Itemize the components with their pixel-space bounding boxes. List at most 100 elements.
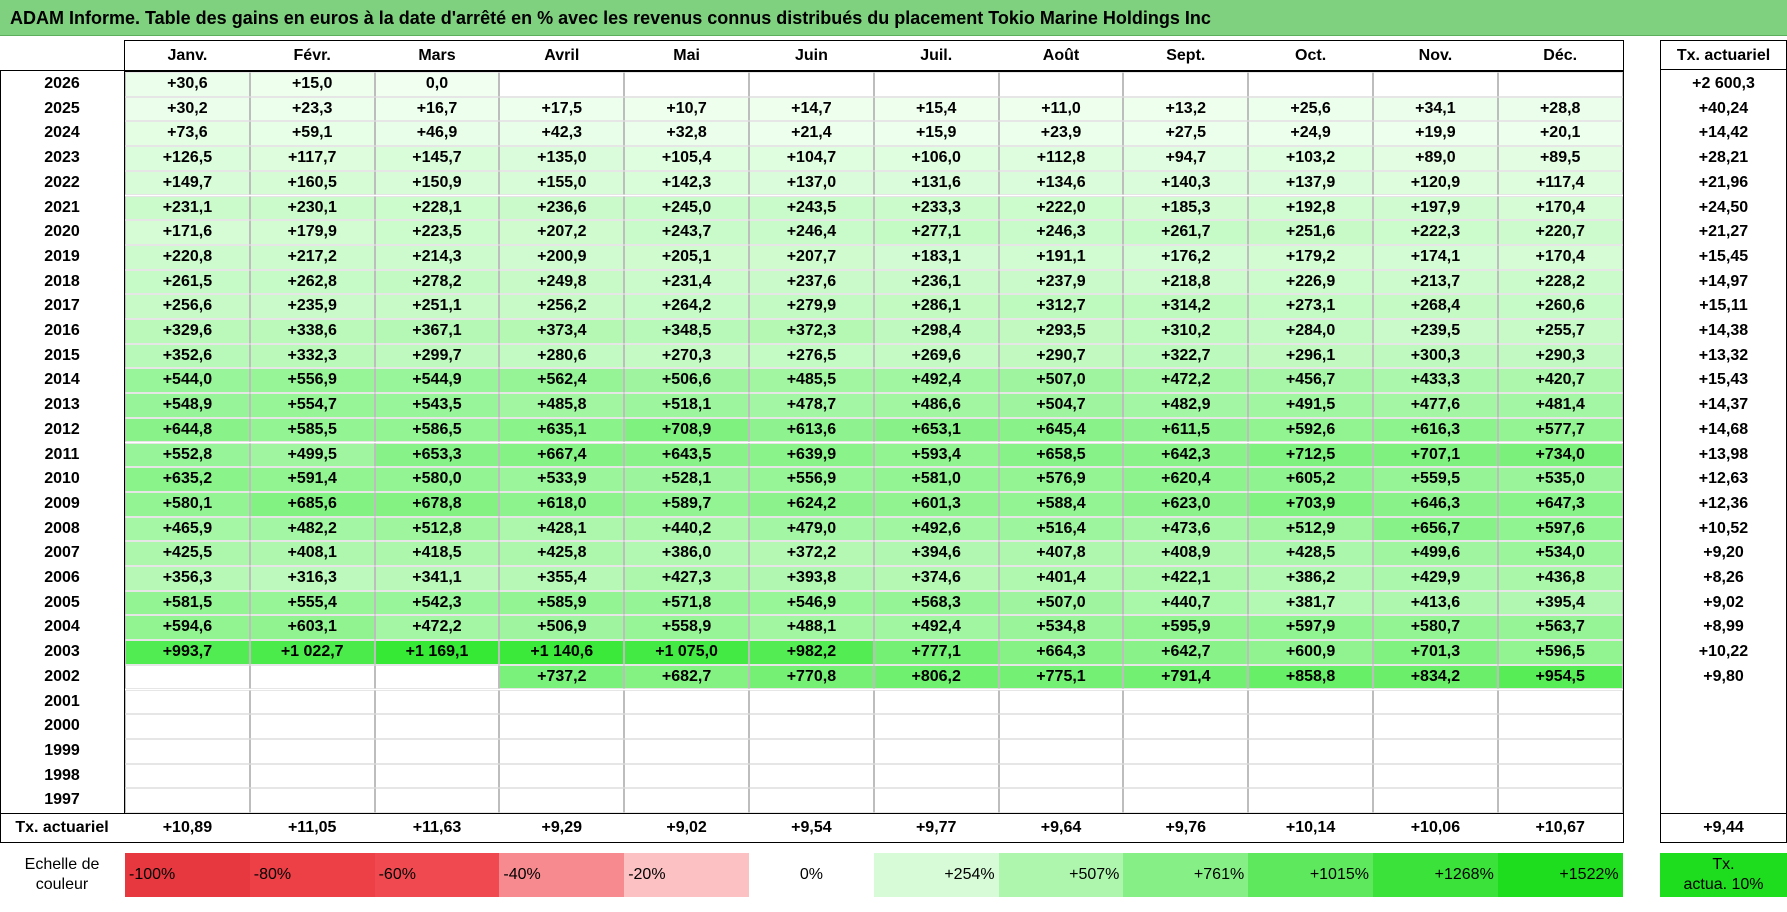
table-cell: +264,2 bbox=[624, 294, 749, 319]
footer-value: +11,05 bbox=[287, 819, 337, 836]
tx-actuariel-value: +9,80 bbox=[1703, 667, 1744, 685]
table-cell: +596,5 bbox=[1497, 640, 1623, 665]
table-cell: +456,7 bbox=[1248, 368, 1373, 394]
table-cell: +16,7 bbox=[374, 96, 500, 122]
footer-value: +9,02 bbox=[666, 819, 707, 836]
table-cell: +30,2 bbox=[125, 96, 250, 122]
table-cell: +200,9 bbox=[499, 244, 625, 270]
table-cell: +293,5 bbox=[998, 319, 1124, 344]
footer-value: +9,29 bbox=[541, 819, 583, 836]
table-cell: +601,3 bbox=[873, 491, 999, 517]
table-cell: +580,7 bbox=[1373, 615, 1498, 641]
month-header-7: Juil. bbox=[920, 47, 953, 64]
table-cell: +492,4 bbox=[873, 368, 999, 394]
table-cell: +356,3 bbox=[125, 566, 250, 591]
table-cell: +834,2 bbox=[1373, 664, 1498, 690]
table-cell: +176,2 bbox=[1123, 244, 1249, 270]
table-cell: +588,4 bbox=[998, 491, 1124, 517]
table-cell: +1 169,1 bbox=[374, 640, 500, 665]
table-cell: +594,6 bbox=[125, 615, 250, 641]
table-cell: +595,9 bbox=[1123, 615, 1249, 641]
table-cell bbox=[624, 714, 749, 739]
year-label: 2020 bbox=[44, 223, 80, 241]
table-cell: +222,3 bbox=[1373, 220, 1498, 245]
tx-actuariel-value: +10,52 bbox=[1698, 519, 1749, 537]
table-cell: +429,9 bbox=[1373, 566, 1498, 591]
table-cell bbox=[998, 714, 1124, 739]
footer-value: +9,77 bbox=[915, 819, 957, 836]
table-cell: +183,1 bbox=[873, 244, 999, 270]
table-cell: +367,1 bbox=[374, 319, 500, 344]
table-cell: +279,9 bbox=[749, 294, 874, 319]
year-label: 2003 bbox=[44, 643, 80, 661]
table-cell: +284,0 bbox=[1248, 319, 1373, 344]
table-cell: +11,0 bbox=[998, 96, 1124, 122]
table-cell: +228,2 bbox=[1497, 269, 1623, 295]
table-cell: +488,1 bbox=[749, 615, 874, 641]
table-cell bbox=[1123, 763, 1249, 789]
table-cell: +214,3 bbox=[374, 244, 500, 270]
table-cell bbox=[374, 664, 500, 690]
table-cell: +425,8 bbox=[499, 541, 625, 566]
table-cell: +223,5 bbox=[374, 220, 500, 245]
table-cell: +348,5 bbox=[624, 319, 749, 344]
table-cell: +485,5 bbox=[749, 368, 874, 394]
table-cell: +465,9 bbox=[125, 516, 250, 542]
table-cell: +643,5 bbox=[624, 442, 749, 468]
table-cell: +137,9 bbox=[1248, 170, 1373, 196]
table-cell bbox=[374, 763, 500, 789]
table-cell: +310,2 bbox=[1123, 319, 1249, 344]
table-cell: +592,6 bbox=[1248, 417, 1373, 443]
table-cell: +290,7 bbox=[998, 343, 1124, 369]
table-cell: +298,4 bbox=[873, 319, 999, 344]
tx-actuariel-value: +15,43 bbox=[1698, 371, 1749, 389]
tx-actuariel-value: +15,45 bbox=[1698, 247, 1749, 265]
year-label: 2023 bbox=[44, 149, 80, 167]
table-cell: +685,6 bbox=[249, 491, 375, 517]
tx-actuariel-value: +12,36 bbox=[1698, 494, 1749, 512]
table-cell bbox=[873, 738, 999, 764]
table-cell: +235,9 bbox=[249, 294, 375, 319]
table-cell bbox=[499, 738, 625, 764]
table-cell: +589,7 bbox=[624, 491, 749, 517]
month-header-8: Août bbox=[1042, 47, 1080, 64]
table-cell: +418,5 bbox=[374, 541, 500, 566]
table-cell: +616,3 bbox=[1373, 417, 1498, 443]
table-cell: +286,1 bbox=[873, 294, 999, 319]
table-cell bbox=[1248, 72, 1373, 97]
table-cell: +562,4 bbox=[499, 368, 625, 394]
table-cell: +806,2 bbox=[873, 664, 999, 690]
table-cell bbox=[374, 788, 500, 813]
table-cell bbox=[1373, 788, 1498, 813]
table-cell: +425,5 bbox=[125, 541, 250, 566]
table-cell: +646,3 bbox=[1373, 491, 1498, 517]
table-cell: +623,0 bbox=[1123, 491, 1249, 517]
tx-actuariel-value: +13,32 bbox=[1698, 346, 1749, 364]
table-cell: +635,1 bbox=[499, 417, 625, 443]
scale-tx-line2: actua. 10% bbox=[1683, 876, 1764, 893]
year-label: 2013 bbox=[44, 396, 80, 414]
table-cell: +664,3 bbox=[998, 640, 1124, 665]
table-cell bbox=[125, 788, 250, 813]
year-label: 1997 bbox=[44, 791, 80, 809]
table-cell: +982,2 bbox=[749, 640, 874, 665]
table-cell bbox=[1248, 714, 1373, 739]
table-cell: +386,0 bbox=[624, 541, 749, 566]
scale-swatch: -60% bbox=[374, 853, 500, 897]
table-cell: +737,2 bbox=[499, 664, 625, 690]
table-cell: +280,6 bbox=[499, 343, 625, 369]
scale-tx-swatch bbox=[1660, 853, 1787, 897]
table-cell: +24,9 bbox=[1248, 121, 1373, 147]
table-cell: +703,9 bbox=[1248, 491, 1373, 517]
table-cell: +585,5 bbox=[249, 417, 375, 443]
table-cell: +678,8 bbox=[374, 491, 500, 517]
table-cell: +226,9 bbox=[1248, 269, 1373, 295]
tx-actuariel-value bbox=[1660, 764, 1787, 789]
table-cell: +544,9 bbox=[374, 368, 500, 394]
table-cell: +231,1 bbox=[125, 195, 250, 221]
table-cell bbox=[125, 689, 250, 715]
table-cell: +542,3 bbox=[374, 590, 500, 616]
table-cell bbox=[499, 788, 625, 813]
table-cell: +642,7 bbox=[1123, 640, 1249, 665]
table-cell: +492,6 bbox=[873, 516, 999, 542]
